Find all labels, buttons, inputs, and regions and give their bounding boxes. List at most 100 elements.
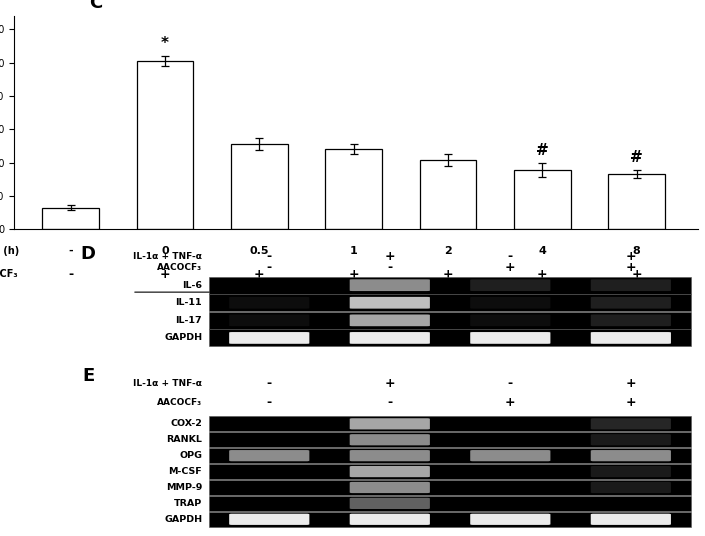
- FancyBboxPatch shape: [591, 482, 671, 493]
- Text: -: -: [387, 396, 393, 409]
- Bar: [209, 448, 691, 463]
- Text: 0: 0: [161, 245, 168, 256]
- Bar: [209, 512, 691, 527]
- Text: #: #: [630, 150, 643, 165]
- FancyBboxPatch shape: [591, 450, 671, 461]
- Bar: [231, 144, 288, 229]
- Text: Time (h): Time (h): [0, 245, 19, 256]
- FancyBboxPatch shape: [229, 513, 309, 525]
- Text: -: -: [508, 250, 513, 263]
- Text: +: +: [625, 377, 636, 390]
- Text: #: #: [536, 143, 548, 158]
- Bar: [419, 160, 477, 229]
- Bar: [209, 416, 691, 431]
- Text: -: -: [68, 245, 73, 256]
- FancyBboxPatch shape: [350, 332, 430, 344]
- Text: -: -: [266, 377, 272, 390]
- Text: RANKL: RANKL: [166, 435, 202, 444]
- Text: IL-1α + TNF-α: IL-1α + TNF-α: [133, 251, 202, 260]
- Bar: [137, 61, 193, 229]
- Text: COX-2: COX-2: [171, 419, 202, 428]
- Text: IL-11: IL-11: [176, 298, 202, 307]
- Text: +: +: [625, 262, 636, 274]
- Text: +: +: [537, 267, 548, 280]
- FancyBboxPatch shape: [470, 332, 551, 344]
- Text: -: -: [266, 250, 272, 263]
- Text: +: +: [384, 377, 395, 390]
- Bar: [209, 433, 691, 447]
- Text: +: +: [348, 267, 359, 280]
- Text: IL-17: IL-17: [176, 316, 202, 325]
- Text: IL-6: IL-6: [182, 281, 202, 289]
- Text: +: +: [631, 267, 642, 280]
- Text: OPG: OPG: [179, 451, 202, 460]
- Text: E: E: [82, 367, 94, 385]
- Text: +: +: [384, 250, 395, 263]
- FancyBboxPatch shape: [470, 513, 551, 525]
- FancyBboxPatch shape: [350, 279, 430, 291]
- FancyBboxPatch shape: [591, 297, 671, 309]
- Text: MMP-9: MMP-9: [166, 483, 202, 492]
- FancyBboxPatch shape: [591, 332, 671, 344]
- FancyBboxPatch shape: [350, 466, 430, 477]
- Text: -: -: [508, 377, 513, 390]
- FancyBboxPatch shape: [591, 466, 671, 477]
- Text: AACOCF₃: AACOCF₃: [157, 263, 202, 272]
- Text: *: *: [161, 36, 169, 51]
- Text: +: +: [443, 267, 453, 280]
- Bar: [209, 330, 691, 346]
- Text: C: C: [90, 0, 103, 12]
- Text: +: +: [505, 396, 515, 409]
- FancyBboxPatch shape: [470, 315, 551, 326]
- Text: +: +: [625, 250, 636, 263]
- Text: +: +: [625, 396, 636, 409]
- Text: +: +: [505, 262, 515, 274]
- FancyBboxPatch shape: [229, 297, 309, 309]
- FancyBboxPatch shape: [591, 434, 671, 445]
- Text: 0.5: 0.5: [250, 245, 269, 256]
- FancyBboxPatch shape: [591, 279, 671, 291]
- Bar: [209, 277, 691, 294]
- FancyBboxPatch shape: [350, 498, 430, 509]
- Text: M-CSF: M-CSF: [168, 467, 202, 476]
- Text: GAPDH: GAPDH: [164, 515, 202, 524]
- FancyBboxPatch shape: [591, 315, 671, 326]
- Bar: [209, 294, 691, 311]
- FancyBboxPatch shape: [350, 297, 430, 309]
- FancyBboxPatch shape: [350, 482, 430, 493]
- FancyBboxPatch shape: [470, 279, 551, 291]
- Text: AACOCF₃: AACOCF₃: [157, 398, 202, 407]
- FancyBboxPatch shape: [229, 315, 309, 326]
- Text: 2: 2: [444, 245, 452, 256]
- Bar: [209, 312, 691, 329]
- Bar: [608, 174, 665, 229]
- FancyBboxPatch shape: [470, 450, 551, 461]
- FancyBboxPatch shape: [350, 418, 430, 429]
- FancyBboxPatch shape: [470, 297, 551, 309]
- Text: -: -: [68, 267, 73, 280]
- Bar: [42, 207, 99, 229]
- FancyBboxPatch shape: [591, 418, 671, 429]
- Bar: [209, 464, 691, 479]
- FancyBboxPatch shape: [229, 450, 309, 461]
- FancyBboxPatch shape: [350, 434, 430, 445]
- Text: +: +: [160, 267, 171, 280]
- Text: IL-1α + TNF-α: IL-1α + TNF-α: [133, 379, 202, 388]
- Text: 4: 4: [539, 245, 546, 256]
- Text: D: D: [80, 245, 96, 264]
- FancyBboxPatch shape: [350, 513, 430, 525]
- FancyBboxPatch shape: [350, 315, 430, 326]
- Bar: [209, 496, 691, 511]
- FancyBboxPatch shape: [591, 513, 671, 525]
- Text: 1: 1: [350, 245, 357, 256]
- Text: GAPDH: GAPDH: [164, 333, 202, 343]
- Bar: [209, 480, 691, 495]
- FancyBboxPatch shape: [229, 332, 309, 344]
- Text: +: +: [254, 267, 264, 280]
- Text: IL-1α + TNF-α: IL-1α + TNF-α: [359, 302, 443, 312]
- Text: AACOCF₃: AACOCF₃: [0, 269, 19, 279]
- Text: 8: 8: [633, 245, 641, 256]
- Text: TRAP: TRAP: [174, 499, 202, 508]
- Text: -: -: [266, 262, 272, 274]
- FancyBboxPatch shape: [350, 450, 430, 461]
